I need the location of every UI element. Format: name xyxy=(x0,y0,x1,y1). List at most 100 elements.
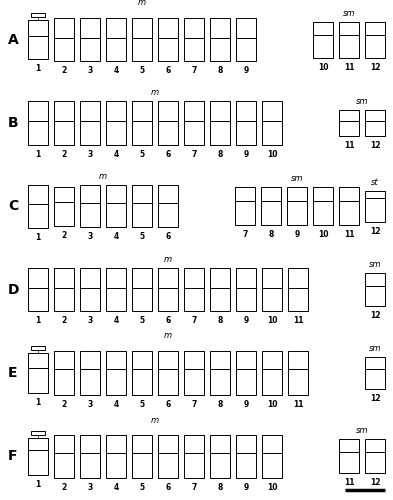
Bar xyxy=(339,440,359,452)
Text: 7: 7 xyxy=(191,150,196,158)
Text: m: m xyxy=(164,255,172,264)
Text: A: A xyxy=(8,32,19,46)
Bar xyxy=(106,203,126,228)
Text: C: C xyxy=(8,200,18,213)
Text: 6: 6 xyxy=(165,316,171,326)
Text: 5: 5 xyxy=(140,66,145,76)
Text: 9: 9 xyxy=(243,150,249,158)
Bar xyxy=(132,38,152,62)
Text: 11: 11 xyxy=(344,478,354,488)
Text: m: m xyxy=(151,88,159,98)
Bar xyxy=(54,370,74,394)
Bar xyxy=(236,288,256,312)
Bar xyxy=(236,121,256,144)
Bar xyxy=(132,434,152,453)
Bar xyxy=(132,121,152,144)
Text: 6: 6 xyxy=(165,232,171,241)
Bar xyxy=(158,288,178,312)
Bar xyxy=(106,352,126,370)
Bar xyxy=(288,352,308,370)
Text: 6: 6 xyxy=(165,150,171,158)
Bar xyxy=(28,368,48,393)
Bar xyxy=(80,121,100,144)
Text: 10: 10 xyxy=(267,316,277,326)
Text: F: F xyxy=(8,450,18,464)
Text: 7: 7 xyxy=(191,400,196,408)
Bar xyxy=(28,353,48,368)
Bar xyxy=(262,121,282,144)
Text: m: m xyxy=(99,172,107,180)
Bar xyxy=(31,13,45,17)
Bar xyxy=(339,121,359,136)
Bar xyxy=(288,288,308,312)
Bar xyxy=(28,450,48,475)
Bar xyxy=(54,434,74,453)
Text: 1: 1 xyxy=(35,398,40,407)
Text: 3: 3 xyxy=(87,400,93,408)
Bar xyxy=(106,268,126,287)
Text: 8: 8 xyxy=(217,316,223,326)
Bar xyxy=(210,370,230,394)
Text: 8: 8 xyxy=(217,150,223,158)
Bar xyxy=(184,268,204,287)
Bar xyxy=(80,268,100,287)
Bar xyxy=(28,121,48,144)
Bar xyxy=(54,288,74,312)
Bar xyxy=(287,188,307,201)
Text: 12: 12 xyxy=(370,227,380,236)
Text: m: m xyxy=(164,331,172,340)
Bar xyxy=(106,370,126,394)
Text: 3: 3 xyxy=(87,66,93,76)
Text: 7: 7 xyxy=(191,483,196,492)
Bar xyxy=(236,453,256,478)
Bar xyxy=(158,102,178,121)
Bar xyxy=(132,102,152,121)
Text: 8: 8 xyxy=(217,483,223,492)
Bar xyxy=(365,22,385,35)
Text: m: m xyxy=(151,416,159,425)
Bar xyxy=(106,121,126,144)
Bar xyxy=(262,453,282,478)
Bar xyxy=(287,201,307,225)
Bar xyxy=(210,352,230,370)
Text: st: st xyxy=(371,178,379,187)
Text: 10: 10 xyxy=(267,483,277,492)
Bar xyxy=(80,18,100,38)
Bar xyxy=(54,38,74,62)
Bar xyxy=(28,268,48,287)
Bar xyxy=(210,121,230,144)
Bar xyxy=(158,38,178,62)
Text: 1: 1 xyxy=(35,480,40,489)
Bar xyxy=(261,188,281,201)
Bar xyxy=(365,369,385,389)
Text: m: m xyxy=(138,0,146,7)
Text: 4: 4 xyxy=(113,400,119,408)
Bar xyxy=(365,286,385,306)
Text: 10: 10 xyxy=(267,400,277,408)
Bar xyxy=(236,434,256,453)
Bar xyxy=(132,453,152,478)
Bar xyxy=(339,34,359,58)
Text: 2: 2 xyxy=(61,231,67,240)
Bar xyxy=(106,38,126,62)
Bar xyxy=(106,102,126,121)
Text: 3: 3 xyxy=(87,483,93,492)
Text: sm: sm xyxy=(356,97,368,106)
Bar xyxy=(132,18,152,38)
Bar xyxy=(235,201,255,225)
Text: 2: 2 xyxy=(61,150,67,158)
Text: 11: 11 xyxy=(344,230,354,239)
Bar xyxy=(210,288,230,312)
Bar xyxy=(339,22,359,35)
Bar xyxy=(365,34,385,58)
Text: 6: 6 xyxy=(165,400,171,408)
Text: 5: 5 xyxy=(140,150,145,158)
Bar xyxy=(158,453,178,478)
Bar xyxy=(210,453,230,478)
Bar xyxy=(158,268,178,287)
Bar xyxy=(210,102,230,121)
Bar xyxy=(80,203,100,228)
Text: sm: sm xyxy=(369,260,381,270)
Bar xyxy=(54,102,74,121)
Bar xyxy=(313,34,333,58)
